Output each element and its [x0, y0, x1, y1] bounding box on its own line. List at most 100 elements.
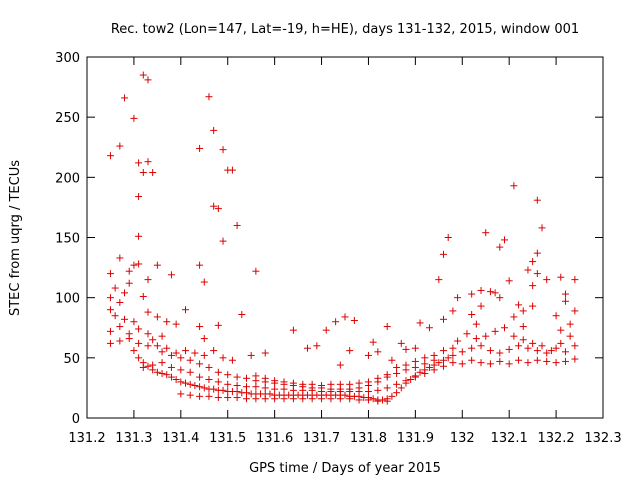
data-point: [411, 373, 419, 381]
data-point: [135, 339, 143, 347]
data-point: [200, 351, 208, 359]
data-point: [167, 351, 175, 359]
data-point: [106, 270, 114, 278]
data-point: [486, 347, 494, 355]
data-point: [111, 284, 119, 292]
data-point: [430, 366, 438, 374]
data-point: [524, 344, 532, 352]
y-axis-ticks: 0 50 100 150 200 250 300: [55, 51, 603, 427]
data-point: [289, 395, 297, 403]
data-point: [135, 260, 143, 268]
data-point: [196, 261, 204, 269]
data-point: [158, 348, 166, 356]
data-point: [444, 234, 452, 241]
data-point: [519, 336, 527, 344]
data-point: [210, 385, 218, 393]
data-point: [121, 315, 129, 323]
data-point: [308, 380, 316, 388]
data-point: [186, 380, 194, 388]
data-point: [486, 360, 494, 368]
data-point: [130, 261, 138, 269]
x-tick-label: 131.3: [115, 431, 152, 446]
data-point: [374, 386, 382, 394]
data-point: [242, 395, 250, 403]
x-tick-label: 131.2: [68, 431, 105, 446]
chart-title: Rec. tow2 (Lon=147, Lat=-19, h=HE), days…: [111, 22, 579, 37]
data-point: [421, 369, 429, 377]
data-point: [383, 323, 391, 331]
data-point: [210, 202, 218, 210]
data-point: [341, 391, 349, 399]
data-point: [374, 348, 382, 356]
data-point: [543, 357, 551, 365]
data-point: [374, 397, 382, 405]
data-point: [186, 368, 194, 376]
data-point: [571, 342, 579, 350]
data-point: [242, 389, 250, 397]
data-point: [393, 363, 401, 371]
data-point: [214, 321, 222, 329]
data-point: [552, 344, 560, 352]
data-point: [172, 320, 180, 328]
y-tick-label: 0: [72, 412, 80, 427]
data-point: [383, 371, 391, 379]
data-point: [233, 388, 241, 396]
data-point: [444, 354, 452, 362]
data-point: [318, 395, 326, 403]
data-point: [393, 380, 401, 388]
data-point: [158, 369, 166, 377]
data-point: [543, 276, 551, 284]
data-point: [228, 166, 236, 174]
data-point: [116, 142, 124, 150]
data-point: [557, 339, 565, 347]
data-point: [233, 394, 241, 402]
data-point: [224, 371, 232, 379]
data-point: [566, 332, 574, 340]
data-point: [252, 383, 260, 391]
data-point: [411, 344, 419, 352]
data-point: [242, 374, 250, 382]
data-point: [529, 258, 537, 266]
data-point: [196, 383, 204, 391]
data-point: [524, 359, 532, 367]
x-tick-label: 132.3: [584, 431, 621, 446]
data-point: [500, 236, 508, 244]
data-point: [219, 354, 227, 362]
data-point: [228, 356, 236, 364]
data-point: [299, 380, 307, 388]
data-point: [172, 349, 180, 357]
plot-frame: [86, 56, 604, 419]
data-point: [538, 224, 546, 232]
data-point: [214, 205, 222, 213]
data-point: [440, 356, 448, 364]
data-point: [355, 379, 363, 387]
data-point: [425, 324, 433, 332]
data-point: [346, 347, 354, 355]
data-point: [327, 380, 335, 388]
data-point: [449, 307, 457, 315]
data-point: [336, 395, 344, 403]
data-point: [252, 267, 260, 275]
data-point: [519, 323, 527, 331]
data-point: [135, 159, 143, 167]
data-point: [510, 332, 518, 340]
data-point: [421, 354, 429, 362]
data-point: [557, 273, 565, 281]
x-tick-label: 131.9: [397, 431, 434, 446]
data-point: [224, 394, 232, 402]
data-point: [529, 339, 537, 347]
data-point: [242, 383, 250, 391]
data-point: [505, 345, 513, 353]
data-point: [125, 267, 133, 275]
data-point: [280, 395, 288, 403]
data-point: [383, 397, 391, 405]
data-point: [397, 384, 405, 392]
data-point: [139, 292, 147, 300]
data-point: [454, 294, 462, 302]
data-point: [135, 193, 143, 201]
data-point: [144, 362, 152, 370]
x-tick-label: 132.2: [537, 431, 574, 446]
data-point: [571, 276, 579, 284]
data-point: [393, 369, 401, 377]
data-point: [196, 373, 204, 381]
